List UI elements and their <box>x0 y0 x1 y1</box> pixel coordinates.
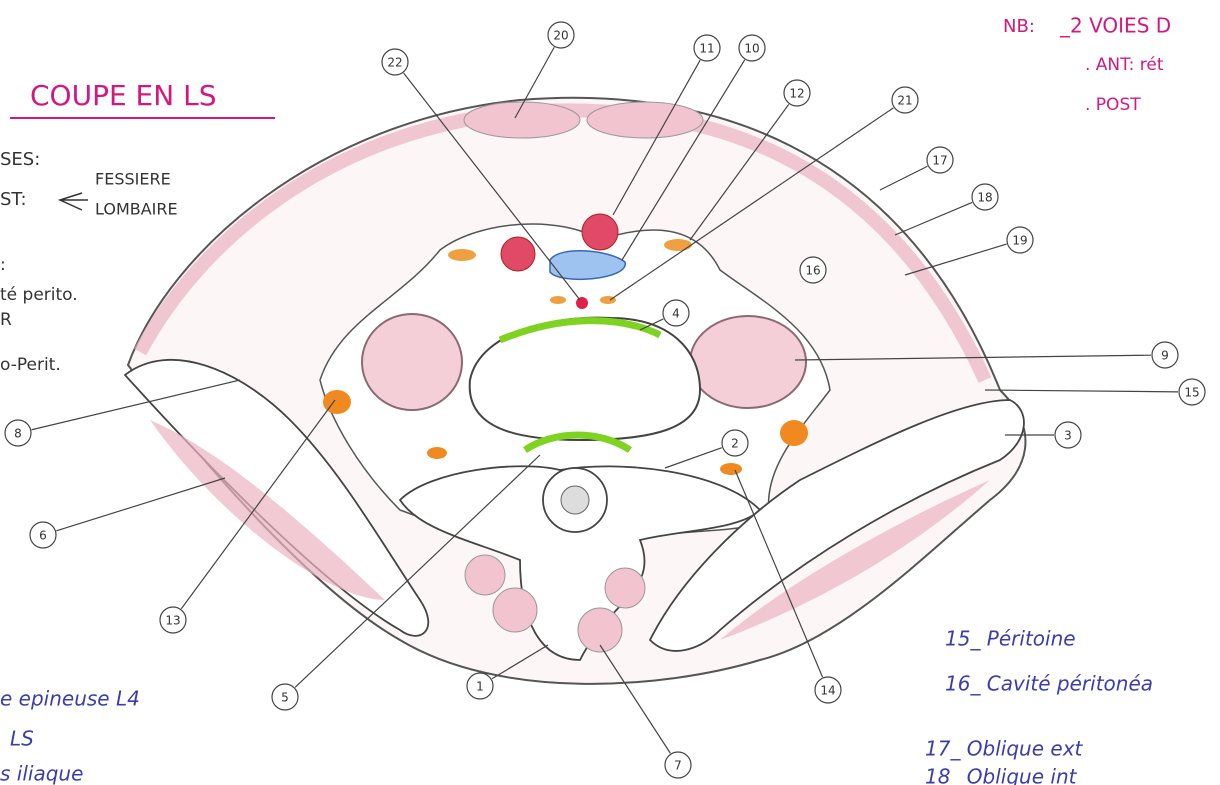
nb-item: . POST <box>1085 95 1141 115</box>
callout-number: 12 <box>789 87 804 101</box>
note: : <box>0 255 6 275</box>
callout-number: 16 <box>805 264 820 278</box>
muscle <box>465 555 505 595</box>
callout-number: 19 <box>1012 234 1027 248</box>
nb-text: _2 VOIES D <box>1059 14 1171 38</box>
callout-number: 2 <box>731 437 739 451</box>
node <box>550 296 566 304</box>
legend-item: 18_ Oblique int <box>925 765 1078 785</box>
psoas-left <box>362 314 462 410</box>
callout-number: 20 <box>553 29 568 43</box>
note: o-Perit. <box>0 355 61 375</box>
callout-number: 22 <box>387 56 402 70</box>
legend-item: 15_ Péritoine <box>945 627 1076 651</box>
callout-number: 4 <box>672 307 680 321</box>
diagram: COUPE EN LS SES: ST: FESSIERE LOMBAIRE :… <box>0 0 1220 785</box>
legend-item: s iliaque <box>0 762 83 785</box>
callout-number: 17 <box>932 154 947 168</box>
nb-item: . ANT: rét <box>1085 55 1164 75</box>
callout-number: 10 <box>744 42 759 56</box>
ureter <box>664 239 692 251</box>
callout-number: 7 <box>674 759 682 773</box>
callout-number: 21 <box>897 94 912 108</box>
note: ST: <box>0 189 27 210</box>
callout-number: 14 <box>820 684 835 698</box>
callout-number: 9 <box>1161 349 1169 363</box>
artery <box>501 237 535 271</box>
callout-number: 8 <box>14 427 22 441</box>
note: LOMBAIRE <box>95 200 178 219</box>
legend-item: 16_ Cavité péritonéa <box>945 672 1153 696</box>
rectus-right <box>587 102 703 138</box>
muscle <box>493 588 537 632</box>
note: FESSIERE <box>95 170 171 189</box>
muscle <box>605 568 645 608</box>
note: té perito. <box>0 285 78 305</box>
callout-number: 15 <box>1184 386 1199 400</box>
ureter <box>448 249 476 261</box>
note: R <box>0 310 12 330</box>
nb-label: NB: <box>1003 16 1035 37</box>
callout-number: 5 <box>281 691 289 705</box>
node <box>427 447 447 459</box>
node <box>720 463 742 475</box>
psoas-right <box>690 316 806 408</box>
vein <box>582 214 618 250</box>
aorta-branch <box>576 297 588 309</box>
callout-number: 13 <box>165 614 180 628</box>
spinal-cord <box>561 486 589 514</box>
rectus-left <box>464 102 580 138</box>
nerve <box>780 420 808 446</box>
legend-item: e epineuse L4 <box>0 687 140 711</box>
note: SES: <box>0 149 40 170</box>
callout-number: 1 <box>476 680 484 694</box>
title: COUPE EN LS <box>30 79 216 112</box>
callout-number: 18 <box>977 191 992 205</box>
callout-number: 6 <box>39 529 47 543</box>
legend-item: 17_ Oblique ext <box>925 737 1084 761</box>
callout-number: 3 <box>1064 429 1072 443</box>
callout-number: 11 <box>699 42 714 56</box>
legend-item: LS <box>10 727 34 751</box>
